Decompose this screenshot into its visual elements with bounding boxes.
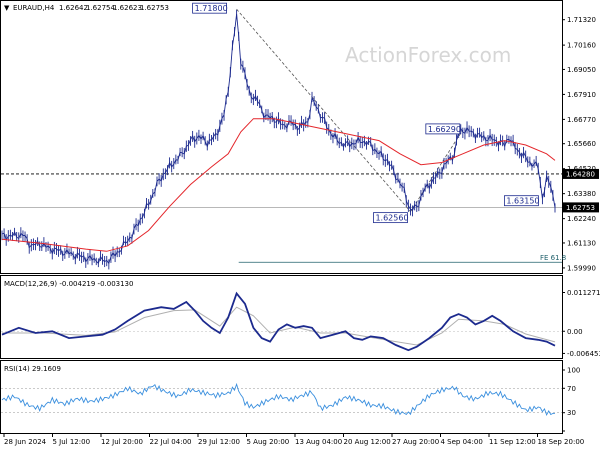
swing-point-label-box: [504, 195, 539, 207]
price-panel: [0, 0, 563, 274]
price-trendlines: [236, 8, 464, 212]
dashed-trendline: [236, 8, 411, 212]
price-y-tick-label: 1.61130: [567, 239, 596, 247]
x-tick-label: 22 Jul 04:00: [150, 438, 192, 446]
level-price-label: 1.62753: [566, 204, 595, 212]
macd-line: [1, 291, 556, 352]
price-y-tick-label: 1.65660: [567, 140, 596, 148]
x-tick-label: 29 Jul 12:00: [198, 438, 240, 446]
price-y-tick-label: 1.62240: [567, 215, 596, 223]
price-y-tick-label: 1.67910: [567, 91, 596, 99]
price-y-tick-label: 1.63380: [567, 190, 596, 198]
level-price-tag: [563, 168, 599, 179]
swing-point-label-box: [425, 123, 461, 135]
x-axis: 28 Jun 2024 5 Jul 12:00 12 Jul 20:00 22 Jul…: [3, 434, 585, 446]
rsi-series: [1, 382, 562, 417]
x-tick-label: 18 Sep 20:00: [538, 438, 585, 446]
rsi-y-tick-label: 30: [567, 409, 576, 417]
macd-series: [1, 291, 562, 352]
price-series: [1, 9, 556, 270]
swing-point-label: 1.63150: [506, 197, 539, 206]
price-annotations: 1.71800 1.62560 1.66290 1.63150: [192, 2, 540, 224]
price-line: [1, 14, 556, 265]
macd-panel: [0, 275, 563, 359]
swing-point-label-box: [192, 2, 228, 14]
fe-label: FE 61.8: [540, 254, 566, 262]
watermark: ActionForex.com: [345, 43, 511, 67]
price-y-tick-label: 1.66770: [567, 116, 596, 124]
swing-point-label-box: [373, 212, 408, 224]
price-header-high: 1.62754: [86, 4, 115, 12]
macd-y-axis: 0.011271 0.00 -0.006453: [562, 289, 600, 358]
x-tick-label: 28 Jun 2024: [4, 438, 47, 446]
rsi-y-axis: 100 70 30: [562, 367, 580, 432]
x-tick-label: 12 Jul 20:00: [101, 438, 143, 446]
rsi-title: RSI(14) 29.1609: [4, 365, 61, 373]
moving-average-line: [1, 118, 556, 252]
swing-point-label: 1.71800: [195, 4, 228, 13]
dashed-trendline: [410, 129, 464, 212]
swing-point-label: 1.66290: [428, 125, 461, 134]
x-tick-label: 5 Jul 12:00: [53, 438, 91, 446]
x-tick-label: 5 Aug 20:00: [247, 438, 290, 446]
x-tick-label: 27 Aug 20:00: [392, 438, 439, 446]
macd-y-tick-label: -0.006453: [567, 350, 600, 358]
rsi-line: [1, 382, 556, 417]
price-header-close: 1.62753: [140, 4, 169, 12]
macd-y-tick-label: 0.011271: [567, 289, 600, 297]
rsi-y-tick-label: 100: [567, 367, 580, 375]
macd-title: MACD(12,26,9) -0.004219 -0.003130: [4, 280, 133, 288]
price-y-tick-label: 1.69050: [567, 66, 596, 74]
level-price-tag: [563, 202, 599, 213]
swing-point-label: 1.62560: [375, 214, 408, 223]
price-y-tick-label: 1.59990: [567, 264, 596, 272]
x-tick-label: 13 Aug 04:00: [295, 438, 342, 446]
price-header-symbol: EURAUD,H4: [13, 4, 55, 12]
price-levels: 1.64280 1.62753 FE 61.8: [1, 168, 599, 263]
x-tick-label: 11 Sep 12:00: [489, 438, 536, 446]
price-header-low: 1.62623: [113, 4, 142, 12]
price-header-open: 1.62642: [59, 4, 88, 12]
price-y-axis: 1.71320 1.70160 1.69050 1.67910 1.66770 1.656…: [562, 16, 596, 272]
price-header-icon: ▼: [4, 4, 10, 12]
x-tick-label: 20 Aug 12:00: [344, 438, 391, 446]
rsi-y-tick-label: 70: [567, 385, 576, 393]
price-y-tick-label: 1.71320: [567, 16, 596, 24]
level-price-label: 1.64280: [566, 170, 595, 178]
x-tick-label: 4 Sep 04:00: [441, 438, 483, 446]
macd-y-tick-label: 0.00: [567, 328, 583, 336]
price-y-tick-label: 1.70160: [567, 42, 596, 50]
